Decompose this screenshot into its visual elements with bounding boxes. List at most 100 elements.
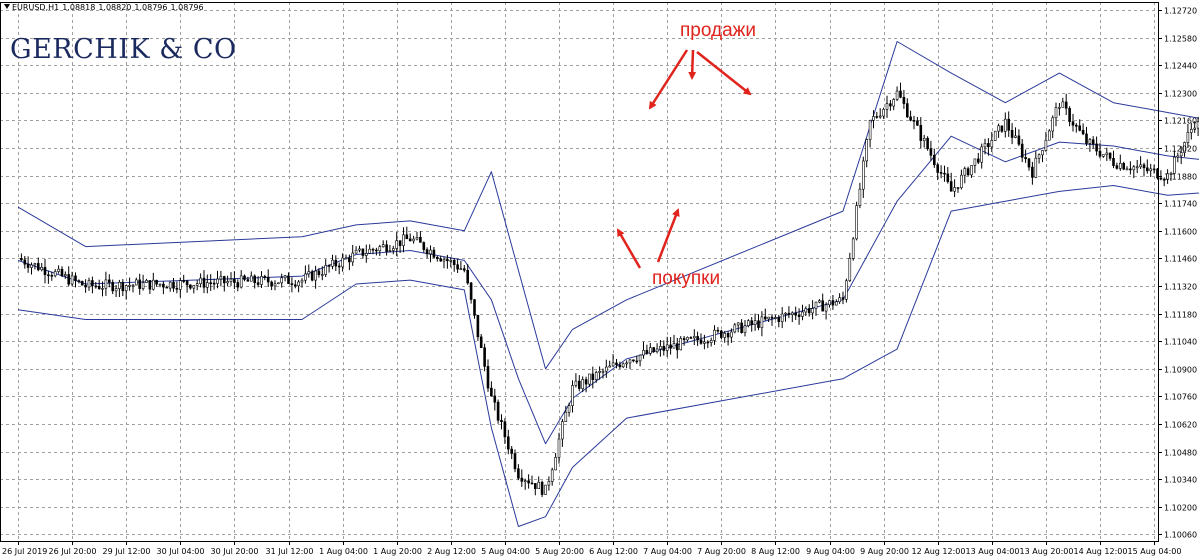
y-tick-label: 1.10760 bbox=[1164, 393, 1197, 402]
candle-body bbox=[550, 469, 554, 482]
candle-body bbox=[1054, 107, 1058, 119]
candle-body bbox=[750, 320, 754, 325]
candle-body bbox=[672, 343, 676, 349]
candle-body bbox=[601, 370, 605, 373]
candle-body bbox=[770, 316, 774, 319]
candle-body bbox=[811, 308, 814, 314]
candle-body bbox=[256, 282, 260, 285]
candle-body bbox=[1081, 130, 1085, 135]
candle-body bbox=[1088, 139, 1092, 144]
candle-body bbox=[665, 344, 669, 351]
candle-body bbox=[459, 268, 463, 271]
candle-body bbox=[239, 275, 243, 288]
candle-body bbox=[939, 172, 943, 174]
candle-body bbox=[1193, 127, 1196, 130]
candle-body bbox=[67, 274, 70, 285]
candle-body bbox=[970, 165, 973, 176]
candle-body bbox=[466, 269, 470, 284]
candle-body bbox=[263, 276, 267, 278]
chart-info: EURUSD,H1 1.08818 1.08820 1.08796 1.08796 bbox=[4, 3, 207, 12]
candle-body bbox=[317, 270, 321, 276]
buy-arrow-2 bbox=[656, 208, 680, 263]
sell-arrow-2 bbox=[688, 49, 697, 80]
candle-body bbox=[912, 120, 916, 122]
candle-body bbox=[625, 362, 628, 365]
candle-body bbox=[882, 109, 885, 117]
plot-frame bbox=[0, 2, 1159, 542]
candle-body bbox=[594, 372, 598, 380]
candle-body bbox=[1176, 155, 1180, 158]
candle-body bbox=[162, 283, 165, 288]
candle-body bbox=[77, 280, 81, 282]
candle-body bbox=[709, 339, 713, 343]
candle-body bbox=[165, 286, 169, 289]
candle-body bbox=[753, 320, 757, 325]
candle-body bbox=[435, 256, 439, 259]
x-tick-label: 9 Aug 04:00 bbox=[806, 547, 855, 556]
candle-body bbox=[632, 359, 635, 362]
candle-body bbox=[1129, 168, 1132, 171]
candle-body bbox=[926, 138, 929, 150]
candle-body bbox=[807, 308, 811, 314]
candle-body bbox=[250, 275, 253, 282]
candle-body bbox=[53, 271, 57, 277]
bollinger-bands bbox=[17, 41, 1199, 527]
candle-body bbox=[1078, 125, 1081, 131]
candle-body bbox=[452, 259, 456, 265]
candle-body bbox=[561, 421, 564, 440]
candle-body bbox=[442, 259, 446, 262]
candle-body bbox=[206, 282, 209, 288]
candle-body bbox=[260, 276, 263, 285]
candle-body bbox=[615, 362, 618, 366]
candle-body bbox=[199, 277, 202, 285]
candle-body bbox=[97, 285, 101, 289]
candle-body bbox=[1037, 154, 1041, 159]
candle-body bbox=[960, 174, 963, 188]
candle-body bbox=[784, 312, 787, 315]
candle-body bbox=[1196, 121, 1199, 129]
candle-body bbox=[290, 283, 294, 286]
candle-body bbox=[818, 300, 821, 303]
candle-body bbox=[892, 99, 896, 107]
candle-body bbox=[841, 297, 845, 300]
candle-body bbox=[334, 259, 338, 267]
candle-body bbox=[953, 187, 956, 192]
candle-body bbox=[74, 275, 77, 281]
candle-body bbox=[902, 97, 906, 104]
candle-body bbox=[246, 279, 250, 282]
candle-body bbox=[645, 349, 649, 354]
candle-body bbox=[618, 364, 622, 368]
candle-body bbox=[506, 436, 510, 450]
chart-menu-icon[interactable] bbox=[4, 4, 10, 9]
candle-body bbox=[851, 238, 855, 259]
x-tick-label: 30 Jul 20:00 bbox=[211, 547, 259, 556]
candle-body bbox=[554, 457, 557, 471]
candle-body bbox=[280, 277, 284, 284]
candle-body bbox=[740, 322, 743, 333]
candle-body bbox=[564, 411, 568, 423]
candle-body bbox=[780, 313, 784, 322]
candle-body bbox=[1017, 135, 1021, 145]
candle-body bbox=[145, 280, 148, 283]
candle-body bbox=[834, 301, 838, 306]
candle-body bbox=[963, 168, 967, 176]
x-tick-label: 8 Aug 12:00 bbox=[751, 547, 800, 556]
candle-body bbox=[987, 143, 990, 148]
y-tick-label: 1.11040 bbox=[1164, 338, 1197, 347]
candle-body bbox=[331, 259, 334, 267]
candle-body bbox=[1108, 152, 1112, 159]
candle-body bbox=[686, 337, 689, 341]
candle-body bbox=[584, 379, 588, 385]
candle-body bbox=[429, 249, 432, 255]
candle-body bbox=[236, 282, 240, 288]
candle-body bbox=[1125, 168, 1129, 171]
candle-body bbox=[997, 125, 1000, 132]
candle-body bbox=[141, 282, 145, 289]
candle-body bbox=[736, 322, 740, 326]
x-tick-label: 26 Jul 20:00 bbox=[49, 547, 97, 556]
candle-body bbox=[726, 332, 730, 338]
sell-annotation: продажи bbox=[680, 20, 756, 41]
candle-body bbox=[716, 329, 720, 332]
